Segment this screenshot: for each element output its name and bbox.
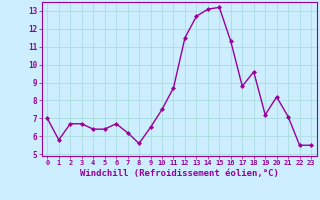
X-axis label: Windchill (Refroidissement éolien,°C): Windchill (Refroidissement éolien,°C) — [80, 169, 279, 178]
